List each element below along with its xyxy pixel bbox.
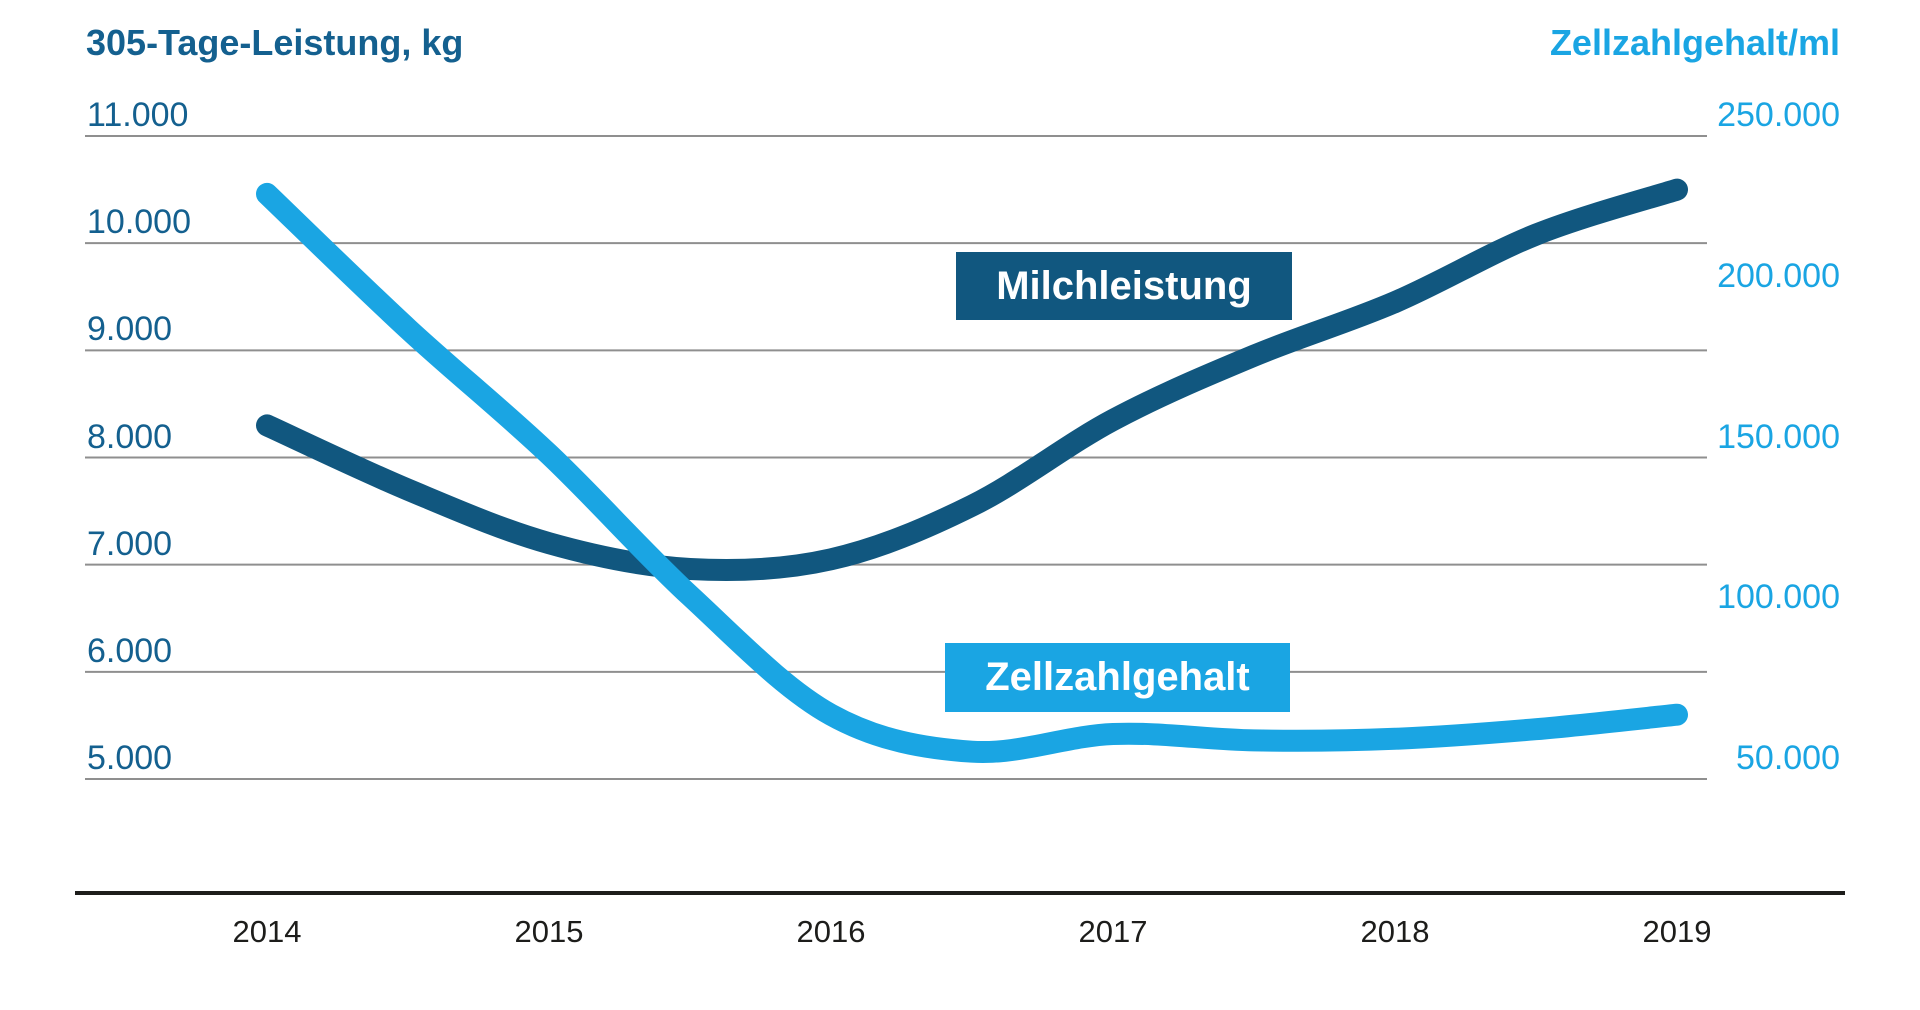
x-axis-tick: 2014 [232,914,302,949]
left-axis-title: 305-Tage-Leistung, kg [86,22,464,63]
left-axis-tick: 6.000 [87,631,173,670]
right-axis-title: Zellzahlgehalt/ml [1549,22,1840,63]
left-axis-tick: 10.000 [87,203,191,242]
right-axis-tick: 50.000 [1736,739,1840,777]
right-axis-tick: 150.000 [1717,417,1840,456]
x-axis-tick: 2019 [1642,914,1712,949]
milchleistung-line [256,178,1688,582]
zellzahlgehalt-line [256,182,1688,764]
left-axis-tick: 11.000 [87,96,189,134]
x-axis-tick: 2015 [514,914,584,949]
left-axis-tick: 8.000 [87,417,173,456]
right-axis-tick: 100.000 [1717,578,1840,617]
x-axis-tick: 2017 [1078,914,1148,949]
x-axis-tick: 2018 [1360,914,1430,949]
x-axis-tick: 2016 [796,914,866,949]
right-axis-tick: 200.000 [1717,256,1840,295]
right-axis-tick: 250.000 [1717,96,1840,134]
left-axis-tick: 9.000 [87,310,173,349]
milchleistung-label: Milchleistung [956,252,1292,320]
left-axis-tick: 7.000 [87,524,173,563]
left-axis-tick: 5.000 [87,739,173,778]
zellzahlgehalt-label: Zellzahlgehalt [945,643,1290,712]
